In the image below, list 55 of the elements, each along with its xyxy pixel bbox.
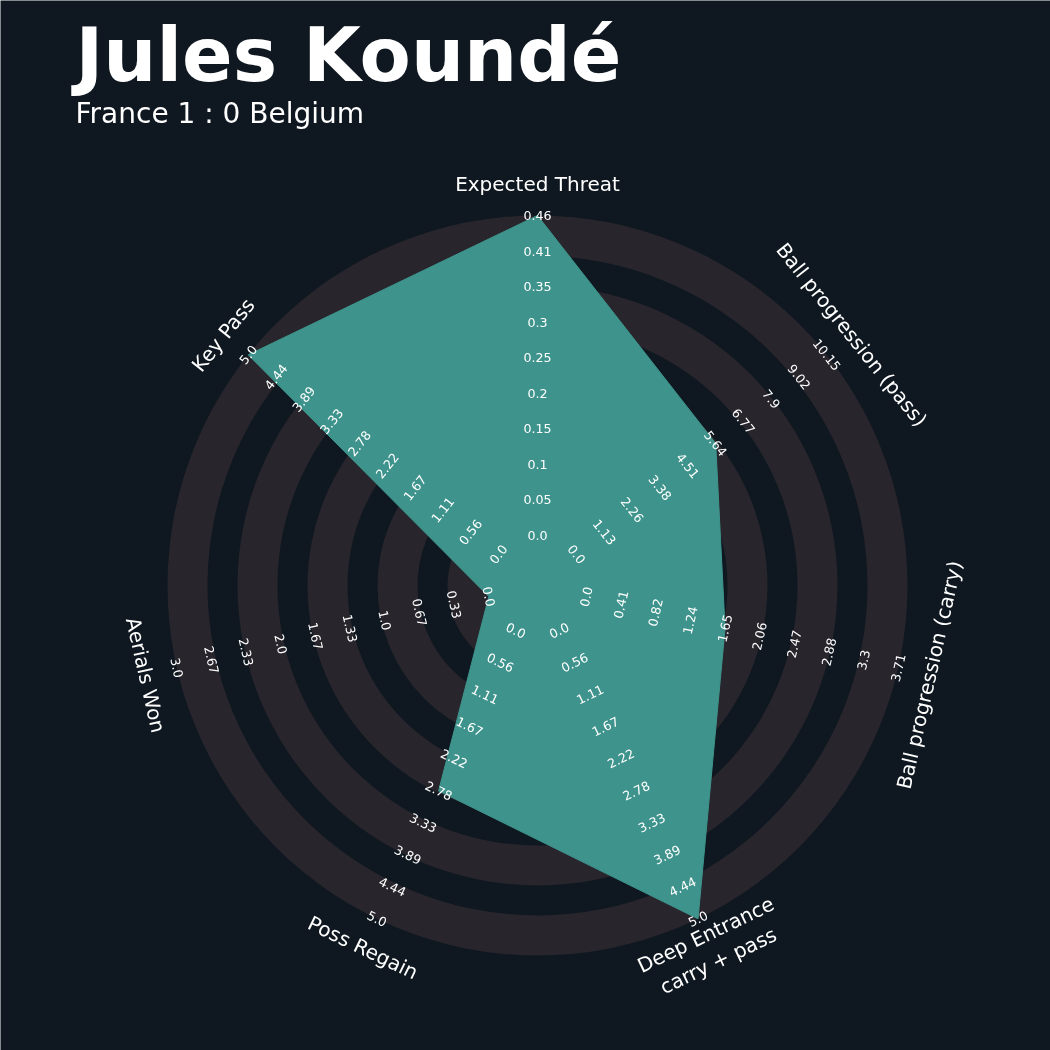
text: 5.0	[236, 342, 261, 368]
text: 3.3	[854, 648, 874, 672]
text: 0.46	[523, 208, 552, 223]
text: 2.22	[438, 745, 471, 772]
text: 0.0	[546, 619, 572, 642]
text: 1.67	[453, 713, 486, 740]
text: 2.78	[620, 777, 653, 804]
text: 2.67	[200, 644, 222, 676]
spoke-label: Expected Threat	[455, 171, 621, 196]
text: 2.47	[783, 628, 805, 660]
text: 2.88	[818, 636, 840, 668]
text: 0.05	[523, 492, 552, 508]
text: 1.33	[339, 612, 361, 644]
text: 3.33	[407, 809, 440, 836]
text: 0.33	[443, 589, 465, 620]
text: 0.56	[484, 649, 517, 676]
text: 1.0	[375, 608, 395, 632]
text: 0.0	[576, 585, 596, 609]
text: 3.71	[887, 652, 909, 684]
text: 1.24	[679, 604, 701, 636]
text: 0.25	[523, 350, 552, 366]
text: 0.2	[527, 385, 548, 401]
text: 2.33	[235, 636, 257, 668]
text: 0.0	[479, 585, 499, 609]
text: 0.0	[564, 541, 589, 567]
chart-title: Jules Koundé	[70, 12, 622, 99]
text: 0.0	[486, 541, 511, 567]
text: 1.11	[469, 681, 501, 708]
text: 0.1	[527, 456, 548, 472]
text: 2.0	[271, 632, 291, 656]
text: 2.78	[422, 777, 455, 804]
text: 0.0	[503, 619, 529, 642]
text: 4.44	[376, 873, 409, 900]
text: 3.89	[391, 841, 424, 868]
text: 0.67	[408, 597, 430, 628]
text: 1.65	[714, 612, 736, 644]
text: 0.56	[558, 649, 591, 676]
text: 7.9	[759, 386, 784, 412]
text: 1.67	[589, 713, 622, 740]
chart-subtitle: France 1 : 0 Belgium	[75, 97, 365, 130]
text: 0.35	[523, 279, 552, 295]
text: 3.33	[635, 809, 668, 836]
text: 0.15	[523, 421, 552, 437]
text: 0.41	[523, 243, 552, 259]
text: 1.67	[304, 620, 326, 652]
text: 1.11	[574, 681, 606, 708]
text: 0.0	[527, 528, 548, 543]
text: 3.89	[651, 841, 684, 868]
text: 0.3	[527, 314, 548, 330]
text: 0.41	[610, 589, 632, 620]
text: 5.0	[364, 907, 390, 930]
text: 2.06	[749, 620, 771, 652]
text: 4.44	[666, 873, 699, 900]
text: 0.82	[645, 597, 667, 628]
text: 2.22	[604, 745, 637, 772]
